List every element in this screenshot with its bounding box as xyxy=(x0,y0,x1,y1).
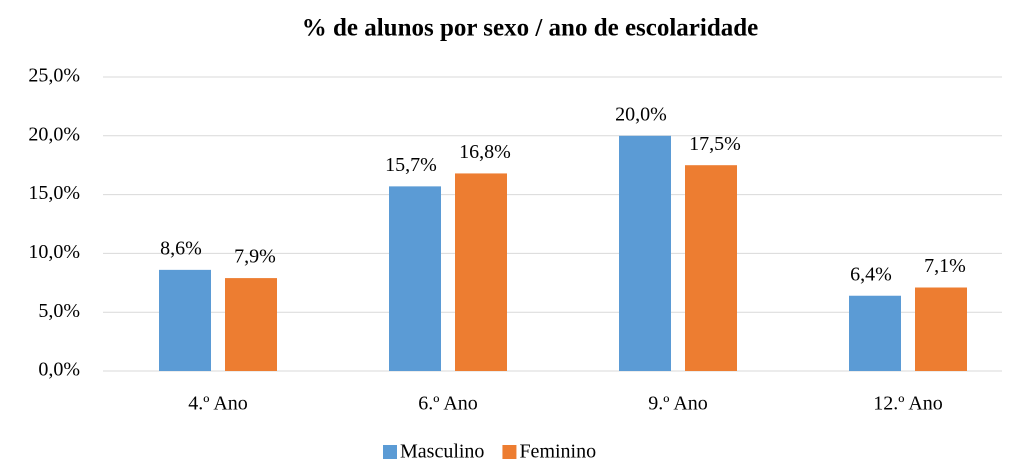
y-tick-label: 25,0% xyxy=(28,65,80,87)
bar xyxy=(849,295,901,371)
x-tick-label: 12.º Ano xyxy=(873,393,943,415)
bar xyxy=(225,278,277,371)
value-label: 16,8% xyxy=(459,141,511,163)
bar xyxy=(389,186,441,371)
value-label: 17,5% xyxy=(689,133,741,155)
x-tick-label: 6.º Ano xyxy=(418,393,478,415)
bar xyxy=(619,135,671,371)
y-tick-label: 15,0% xyxy=(28,182,80,204)
y-tick-label: 5,0% xyxy=(38,300,80,322)
value-label: 6,4% xyxy=(850,263,892,285)
bar xyxy=(455,173,507,371)
legend-label: Feminino xyxy=(519,441,596,463)
bar xyxy=(685,165,737,371)
legend-swatch xyxy=(383,445,397,459)
y-tick-label: 20,0% xyxy=(28,123,80,145)
value-label: 20,0% xyxy=(615,103,667,125)
y-tick-label: 10,0% xyxy=(28,241,80,263)
value-label: 15,7% xyxy=(385,154,437,176)
value-label: 7,9% xyxy=(234,246,276,268)
y-tick-label: 0,0% xyxy=(38,359,80,381)
x-tick-label: 4.º Ano xyxy=(188,393,248,415)
bar xyxy=(915,287,967,371)
legend-swatch xyxy=(502,445,517,459)
value-label: 8,6% xyxy=(160,237,202,259)
value-label: 7,1% xyxy=(924,255,966,277)
bar xyxy=(159,269,211,371)
legend-label: Masculino xyxy=(400,441,484,463)
x-tick-label: 9.º Ano xyxy=(648,393,708,415)
chart-title: % de alunos por sexo / ano de escolarida… xyxy=(302,15,759,42)
